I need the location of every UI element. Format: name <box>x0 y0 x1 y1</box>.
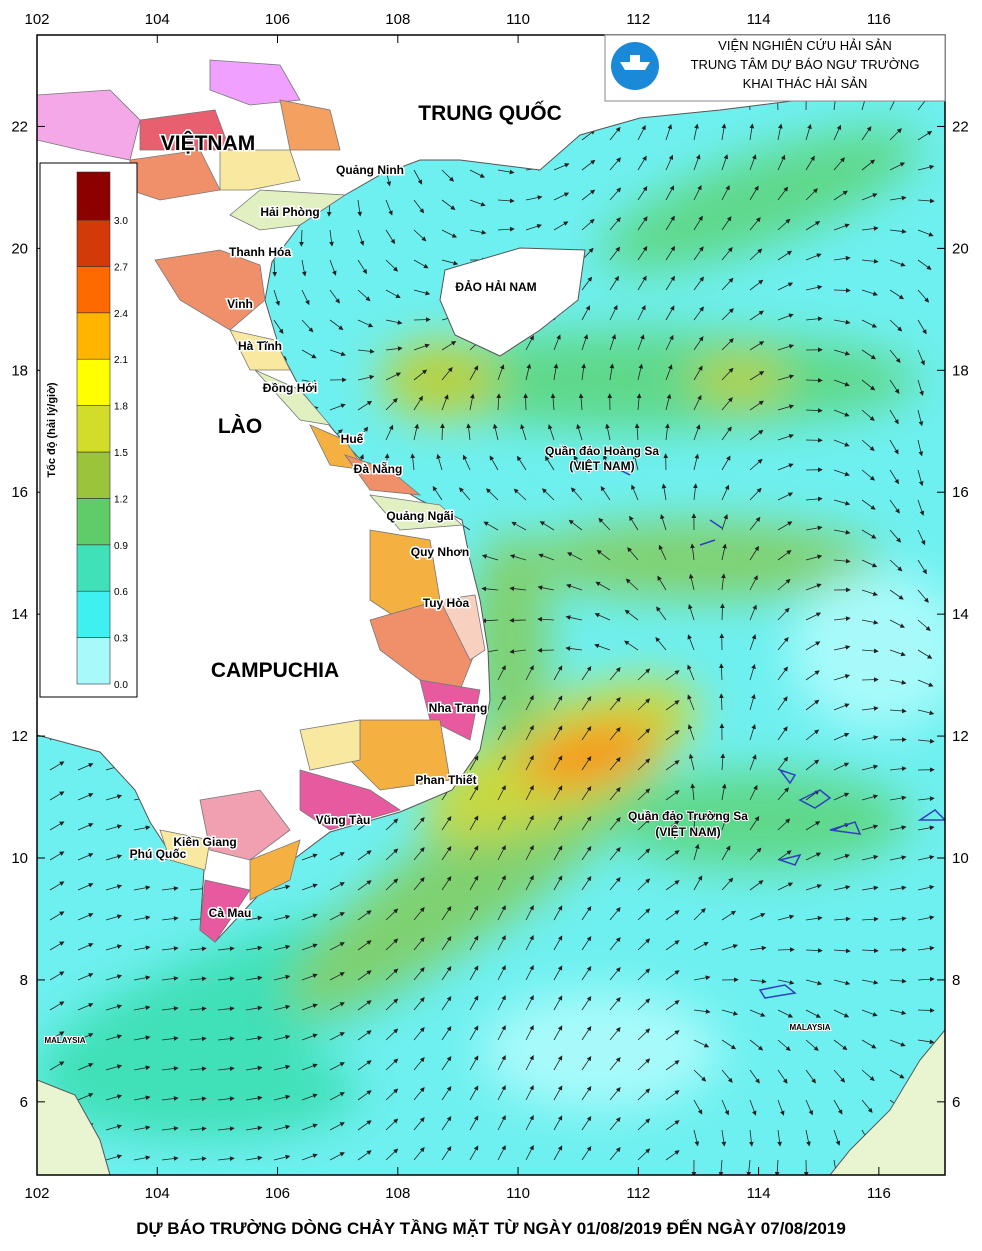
legend: Tốc độ (hải lý/giờ) 0.0 0.3 0.6 0.9 1.2 1.5 1.… <box>40 163 137 697</box>
island-label: (VIỆT NAM) <box>569 458 634 473</box>
y-tick-label: 22 <box>952 118 969 135</box>
place-label: Hà Tĩnh <box>238 339 282 353</box>
x-tick-label: 102 <box>24 1185 49 1202</box>
legend-tick-label: 0.3 <box>114 634 128 645</box>
legend-tick-label: 0.9 <box>114 541 128 552</box>
y-tick-label: 8 <box>952 972 960 989</box>
legend-tick-label: 1.2 <box>114 494 128 505</box>
y-tick-label: 14 <box>11 606 28 623</box>
place-label: Tuy Hòa <box>423 596 470 610</box>
x-tick-label: 114 <box>747 11 771 28</box>
place-label: Phú Quốc <box>130 847 187 861</box>
y-tick-label: 10 <box>952 850 969 867</box>
y-tick-label: 6 <box>952 1094 960 1111</box>
place-label: Quảng Ninh <box>336 163 404 177</box>
place-label: Phan Thiết <box>415 773 476 787</box>
legend-swatch <box>77 266 110 312</box>
legend-swatch <box>77 452 110 498</box>
logo-box: VIỆN NGHIÊN CỨU HẢI SẢN TRUNG TÂM DỰ BÁO… <box>605 35 945 101</box>
y-tick-label: 20 <box>952 240 969 257</box>
country-label: TRUNG QUỐC <box>418 101 562 125</box>
x-tick-label: 102 <box>24 11 49 28</box>
place-label: Vinh <box>227 297 253 311</box>
legend-swatch <box>77 591 110 637</box>
y-tick-label: 16 <box>952 484 969 501</box>
place-label: Đà Nẵng <box>354 461 403 476</box>
island-label: MALAYSIA <box>44 1036 85 1045</box>
island-label: MALAYSIA <box>789 1023 830 1032</box>
map-area <box>13 34 970 1176</box>
y-tick-label: 12 <box>952 728 969 745</box>
legend-tick-label: 2.1 <box>114 355 128 366</box>
x-tick-label: 104 <box>145 11 170 28</box>
legend-tick-label: 1.8 <box>114 402 128 413</box>
header-line: KHAI THÁC HẢI SẢN <box>743 76 868 91</box>
legend-tick-label: 1.5 <box>114 448 128 459</box>
x-tick-label: 108 <box>385 1185 410 1202</box>
header-line: TRUNG TÂM DỰ BÁO NGƯ TRƯỜNG <box>691 57 920 72</box>
y-tick-label: 18 <box>11 362 28 379</box>
x-tick-label: 110 <box>506 1185 530 1202</box>
x-tick-label: 110 <box>506 11 530 28</box>
x-tick-label: 108 <box>385 11 410 28</box>
y-tick-label: 16 <box>11 484 28 501</box>
y-tick-label: 22 <box>11 118 28 135</box>
island-label: Quần đảo Hoàng Sa <box>545 444 659 458</box>
legend-swatch <box>77 359 110 405</box>
legend-swatch <box>77 545 110 591</box>
y-tick-label: 20 <box>11 240 28 257</box>
caption: DỰ BÁO TRƯỜNG DÒNG CHẢY TẦNG MẶT TỪ NGÀY… <box>136 1219 846 1238</box>
x-tick-label: 114 <box>747 1185 771 1202</box>
place-label: Huế <box>341 432 364 446</box>
country-label: VIỆTNAM <box>161 131 256 155</box>
y-tick-label: 8 <box>20 972 28 989</box>
x-tick-label: 112 <box>626 1185 650 1202</box>
place-label: Nha Trang <box>429 701 488 715</box>
island-label: (VIỆT NAM) <box>655 824 720 839</box>
legend-title: Tốc độ (hải lý/giờ) <box>46 382 58 478</box>
legend-swatch <box>77 220 110 266</box>
x-tick-label: 106 <box>265 11 290 28</box>
island-label: ĐẢO HẢI NAM <box>455 279 536 294</box>
legend-tick-label: 3.0 <box>114 216 128 227</box>
place-label: Cà Mau <box>209 906 252 920</box>
legend-tick-label: 2.7 <box>114 262 128 273</box>
y-tick-label: 14 <box>952 606 969 623</box>
legend-swatch <box>77 313 110 359</box>
legend-tick-label: 0.0 <box>114 680 128 691</box>
place-label: Thanh Hóa <box>229 245 291 259</box>
legend-swatch <box>77 172 110 220</box>
x-tick-label: 112 <box>626 11 650 28</box>
place-label: Hải Phòng <box>260 205 319 219</box>
legend-tick-label: 2.4 <box>114 309 128 320</box>
legend-swatch <box>77 638 110 684</box>
arrow <box>862 679 878 680</box>
y-tick-label: 6 <box>20 1094 28 1111</box>
country-label: CAMPUCHIA <box>211 659 339 682</box>
arrow <box>525 394 526 410</box>
place-label: Quảng Ngãi <box>386 509 453 523</box>
y-tick-label: 18 <box>952 362 969 379</box>
legend-swatch <box>77 406 110 452</box>
y-tick-label: 12 <box>11 728 28 745</box>
place-label: Đồng Hới <box>263 381 318 395</box>
island-label: Quần đảo Trường Sa <box>628 809 748 823</box>
y-tick-label: 10 <box>11 850 28 867</box>
place-label: Quy Nhơn <box>411 545 470 559</box>
arrow <box>778 949 794 950</box>
place-label: Vũng Tàu <box>316 813 371 827</box>
country-label: LÀO <box>218 415 262 438</box>
legend-tick-label: 0.6 <box>114 587 128 598</box>
x-tick-label: 116 <box>867 11 891 28</box>
x-tick-label: 116 <box>867 1185 891 1202</box>
x-tick-label: 104 <box>145 1185 170 1202</box>
legend-swatch <box>77 498 110 544</box>
header-line: VIỆN NGHIÊN CỨU HẢI SẢN <box>718 38 892 53</box>
x-tick-label: 106 <box>265 1185 290 1202</box>
arrow <box>414 319 430 320</box>
